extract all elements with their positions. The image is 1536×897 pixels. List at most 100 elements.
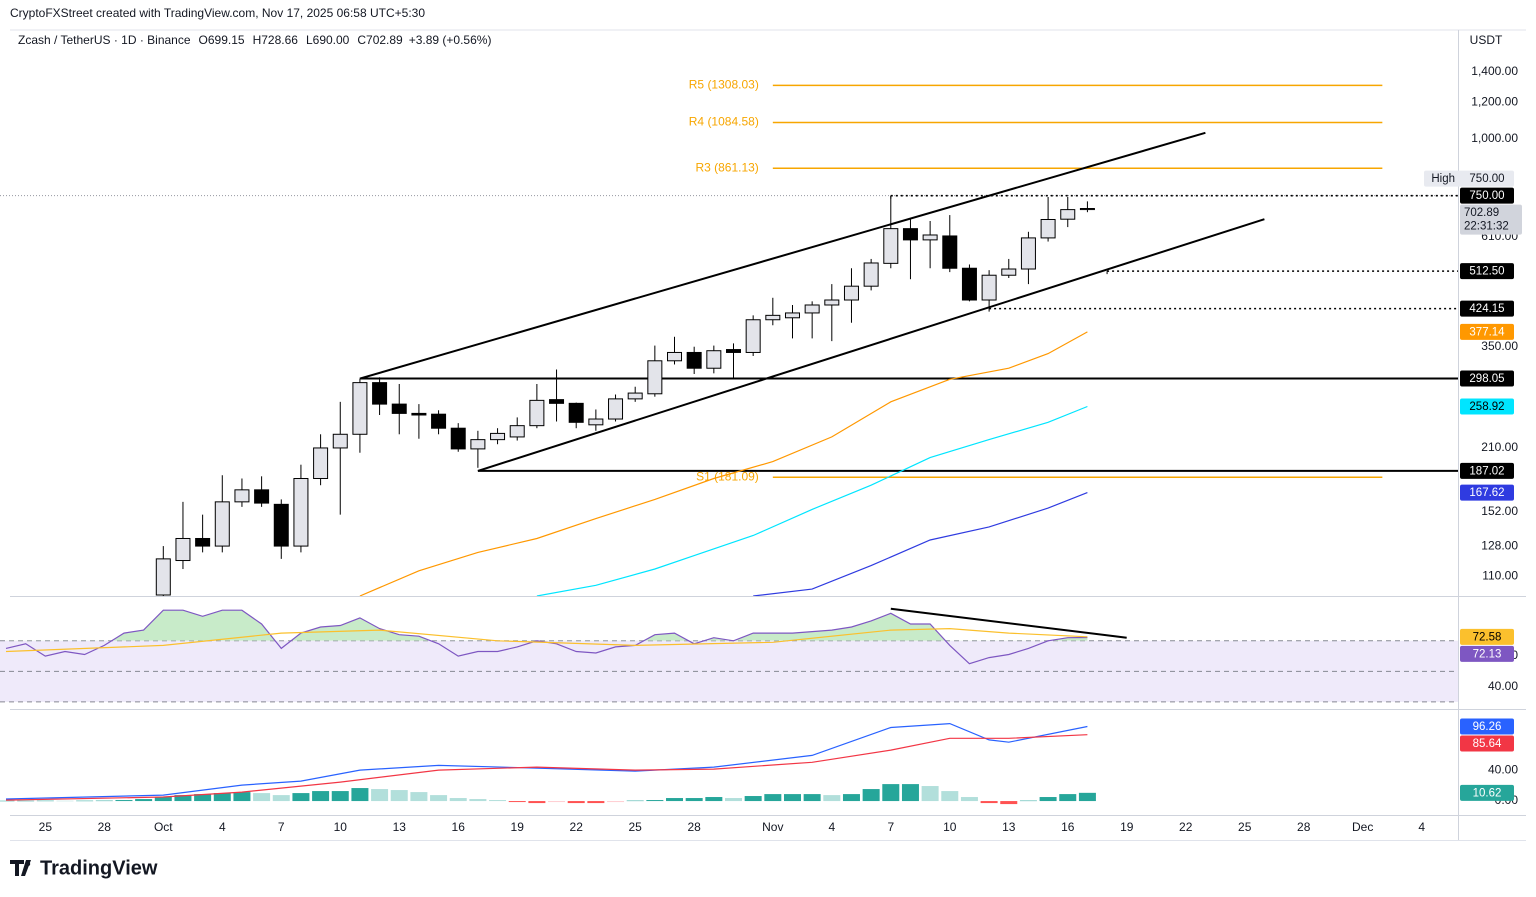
- level-badge-bg: [1460, 263, 1514, 280]
- candle-body: [961, 267, 977, 301]
- x-tick-label: 19: [511, 820, 525, 834]
- ma-badge: 167.62: [1469, 487, 1504, 499]
- legend-change: +3.89 (+0.56%): [409, 33, 492, 47]
- pivot-label: R5 (1308.03): [689, 78, 759, 92]
- pivot-label: R4 (1084.58): [689, 115, 759, 129]
- x-tick-label: 19: [1120, 820, 1134, 834]
- level-badge-bg: [1460, 462, 1514, 479]
- histogram-bar: [587, 801, 605, 804]
- ma-badge-bg: [1460, 323, 1514, 340]
- candle-body: [981, 274, 997, 301]
- x-tick-label: 7: [278, 820, 285, 834]
- histogram-bar: [233, 792, 251, 802]
- candle-body: [1060, 209, 1076, 220]
- histogram-bar: [607, 801, 625, 803]
- candle-body: [804, 304, 820, 314]
- y-tick-label: 1,000.00: [1471, 131, 1518, 145]
- candle-body: [372, 382, 388, 405]
- histogram-bar: [901, 784, 919, 802]
- candle-body: [214, 501, 230, 547]
- histogram-bar: [803, 794, 821, 802]
- x-tick-label: 10: [334, 820, 348, 834]
- y-tick-label: 128.00: [1481, 538, 1518, 552]
- logo: [10, 860, 31, 876]
- histogram-bar: [489, 800, 507, 802]
- candle-body: [843, 285, 859, 301]
- logo-text: TradingView: [40, 857, 158, 879]
- histogram-bar: [941, 791, 959, 802]
- x-tick-label: 25: [1238, 820, 1252, 834]
- logo-icon: [25, 861, 31, 867]
- x-tick-label: Nov: [762, 820, 783, 834]
- y-tick-label: 1,400.00: [1471, 64, 1518, 78]
- legend-label: H: [253, 33, 262, 47]
- x-tick-label: 16: [1061, 820, 1075, 834]
- candle-body: [922, 234, 938, 241]
- x-tick-label: Dec: [1352, 820, 1373, 834]
- level-badge: 187.02: [1469, 465, 1504, 477]
- x-tick-label: 13: [1002, 820, 1016, 834]
- countdown: 22:31:32: [1464, 221, 1509, 233]
- histogram-bar: [174, 795, 192, 802]
- legend-label: C: [357, 33, 366, 47]
- macd-line: [5, 734, 1088, 801]
- histogram-badge: 10.62: [1473, 787, 1502, 799]
- legend-value: 699.15: [208, 33, 245, 47]
- histogram-bar: [312, 791, 330, 802]
- legend-value: 728.66: [261, 33, 298, 47]
- credit: CryptoFXStreet created with TradingView.…: [10, 6, 425, 20]
- legend-value: 690.00: [313, 33, 350, 47]
- x-tick-label: 28: [1297, 820, 1311, 834]
- histogram-bar: [764, 794, 782, 802]
- macd-badge-bg: [1460, 735, 1514, 752]
- candle-body: [155, 558, 171, 596]
- symbol: Zcash / TetherUS · 1D · Binance: [18, 33, 191, 47]
- candle-body: [686, 351, 702, 369]
- logo-icon: [10, 860, 31, 876]
- pivot-label: R3 (861.13): [695, 160, 758, 174]
- histogram-bar: [1078, 792, 1096, 802]
- candle-body: [608, 398, 624, 420]
- histogram-bar: [36, 800, 54, 802]
- candle-body: [627, 392, 643, 400]
- candle-body: [745, 319, 761, 353]
- histogram-bar: [390, 790, 408, 802]
- x-tick-label: 16: [452, 820, 466, 834]
- candle-body: [667, 351, 683, 362]
- histogram-bar: [410, 792, 428, 802]
- candle-body: [647, 360, 663, 395]
- x-tick-label: 22: [1179, 820, 1193, 834]
- candle-body: [490, 432, 506, 441]
- pivot-label: S1 (181.09): [696, 469, 759, 483]
- rsi-badge-bg: [1460, 628, 1514, 645]
- x-tick-label: Oct: [154, 820, 173, 834]
- macd-panel: [0, 722, 1096, 805]
- candle-body: [784, 312, 800, 319]
- histogram-bar: [842, 794, 860, 802]
- level-badge: 424.15: [1469, 303, 1504, 315]
- candle-body: [568, 402, 584, 423]
- candle-body: [706, 350, 722, 369]
- rsi-panel: [0, 607, 1458, 703]
- y-tick-label: 1,200.00: [1471, 95, 1518, 109]
- histogram-bar: [213, 793, 231, 802]
- moving-average: [753, 492, 1088, 596]
- high-badge-name: High: [1431, 173, 1455, 185]
- level-badge: 512.50: [1469, 266, 1504, 278]
- x-tick-label: 28: [687, 820, 701, 834]
- moving-average: [359, 331, 1088, 596]
- histogram-bar: [823, 795, 841, 802]
- price-panel: R5 (1308.03) R4 (1084.58) R3 (861.13) S1 (1…: [0, 78, 1458, 596]
- y-tick-label: 152.00: [1481, 504, 1518, 518]
- histogram-bar: [567, 801, 585, 804]
- candle-body: [726, 349, 741, 353]
- symbol-legend: Zcash / TetherUS · 1D · Binance O699.15 H7…: [18, 33, 491, 47]
- histogram-bar: [371, 789, 389, 802]
- candle-body: [1040, 218, 1056, 239]
- x-tick-label: 4: [828, 820, 835, 834]
- x-tick-label: 13: [393, 820, 407, 834]
- last-price: 702.89: [1464, 207, 1499, 219]
- histogram-bar: [705, 797, 723, 802]
